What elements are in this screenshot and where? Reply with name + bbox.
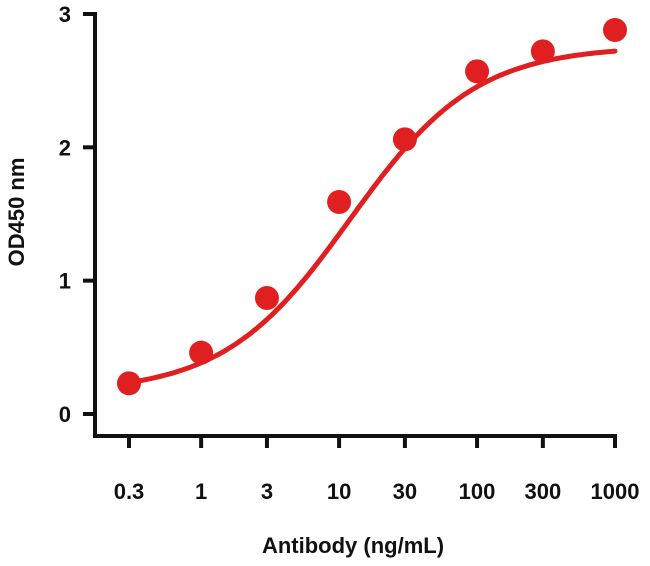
y-tick-label: 1 — [59, 269, 71, 294]
x-tick-label: 100 — [459, 479, 496, 504]
data-point — [530, 39, 555, 64]
fit-curve — [126, 48, 618, 385]
data-point — [254, 286, 279, 310]
x-tick-label: 30 — [393, 479, 417, 504]
x-axis: 0.3 1 3 10 30 100 300 1000 — [93, 434, 640, 504]
x-tick-label: 1000 — [591, 479, 640, 504]
data-point — [603, 18, 627, 42]
x-tick-label: 10 — [327, 479, 351, 504]
y-tick-label: 3 — [59, 2, 71, 27]
data-point — [465, 59, 490, 84]
y-axis: 0 1 2 3 — [59, 2, 97, 438]
y-tick-label: 0 — [59, 402, 71, 427]
y-axis-title: OD450 nm — [4, 158, 29, 267]
x-tick-label: 1 — [195, 479, 207, 504]
data-point — [189, 340, 214, 365]
x-tick-label: 0.3 — [114, 479, 145, 504]
x-tick-label: 3 — [261, 479, 273, 504]
y-tick-label: 2 — [59, 135, 71, 160]
x-axis-title: Antibody (ng/mL) — [262, 533, 444, 558]
fit-curve-group — [126, 48, 618, 385]
x-tick-label: 300 — [525, 479, 562, 504]
data-point — [117, 371, 141, 396]
data-point — [327, 190, 352, 214]
data-points — [117, 18, 627, 396]
data-point — [392, 127, 417, 152]
